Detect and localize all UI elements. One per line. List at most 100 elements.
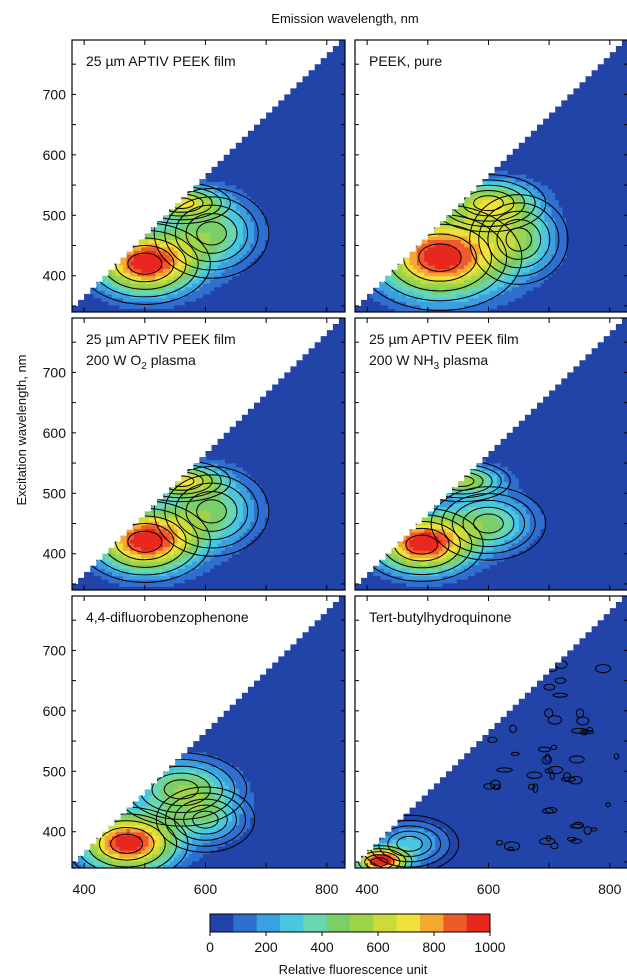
heat-cell <box>221 528 226 533</box>
heat-cell <box>504 550 509 555</box>
heat-cell <box>184 521 190 526</box>
heat-cell <box>112 304 117 309</box>
heat-cell <box>232 503 237 508</box>
heat-cell <box>449 257 454 262</box>
heat-cell <box>203 459 208 464</box>
heat-cell <box>224 250 230 255</box>
heat-cell <box>232 542 237 548</box>
heat-cell <box>177 539 182 544</box>
heat-cell <box>537 225 542 230</box>
heat-cell <box>137 261 142 266</box>
heat-cell <box>261 524 266 529</box>
heat-cell <box>115 301 120 306</box>
heat-cell <box>133 250 139 255</box>
heat-cell <box>424 272 429 277</box>
heat-cell <box>224 466 230 471</box>
heat-cell <box>442 275 447 280</box>
heat-cell <box>460 250 465 255</box>
heat-cell <box>486 257 491 262</box>
heat-cell <box>203 532 208 537</box>
heat-cell <box>217 564 222 569</box>
heat-cell <box>170 513 175 519</box>
heat-cell <box>431 539 436 544</box>
heat-cell <box>413 283 418 288</box>
heat-cell <box>537 279 542 284</box>
heat-cell <box>522 206 527 212</box>
heat-cell <box>438 297 443 302</box>
heat-cell <box>435 293 440 299</box>
heat-cell <box>133 297 139 302</box>
heat-cell <box>449 283 454 288</box>
heat-cell <box>144 799 150 804</box>
heat-cell <box>112 290 117 295</box>
heat-cell <box>144 290 150 295</box>
heat-cell <box>533 535 538 540</box>
heat-cell <box>152 250 157 255</box>
heat-cell <box>446 492 451 497</box>
heat-cell <box>467 546 473 551</box>
heat-cell <box>540 535 545 540</box>
heat-cell <box>181 246 186 251</box>
heat-cell <box>163 495 168 500</box>
heat-cell <box>203 235 208 241</box>
heat-cell <box>507 192 513 197</box>
heat-cell <box>427 528 433 533</box>
heat-cell <box>206 528 211 533</box>
heat-cell <box>537 272 542 277</box>
heat-cell <box>130 568 135 573</box>
heat-cell <box>402 557 407 562</box>
heat-cell <box>413 532 418 537</box>
heat-cell <box>243 481 248 486</box>
heat-cell <box>261 221 266 226</box>
heat-cell <box>402 546 407 551</box>
heat-cell <box>406 561 411 566</box>
heat-cell <box>235 521 241 526</box>
heat-cell <box>511 503 516 508</box>
heat-cell <box>206 550 211 555</box>
heat-cell <box>206 499 211 504</box>
heat-cell <box>431 243 436 248</box>
heat-cell <box>155 308 160 312</box>
heat-cell <box>522 279 527 284</box>
heat-cell <box>173 261 179 266</box>
heat-cell <box>184 297 190 302</box>
heat-cell <box>199 550 204 555</box>
heat-cell <box>442 264 447 270</box>
heat-cell <box>177 272 182 277</box>
heat-cell <box>250 542 255 548</box>
heat-cell <box>489 174 494 179</box>
heat-cell <box>119 268 124 273</box>
heat-cell <box>137 297 142 302</box>
heat-cell <box>409 308 414 312</box>
heat-cell <box>188 571 193 577</box>
heat-cell <box>166 268 171 273</box>
unmeasured-region <box>72 40 345 306</box>
heat-cell <box>373 290 378 295</box>
heat-cell <box>529 246 534 251</box>
heat-cell <box>206 228 211 233</box>
heat-cell <box>504 503 509 508</box>
heat-cell <box>551 221 556 226</box>
heat-cell <box>442 564 447 569</box>
heat-cell <box>460 575 465 580</box>
heat-cell <box>518 539 524 544</box>
heat-cell <box>254 206 259 212</box>
heat-cell <box>511 553 516 558</box>
heat-cell <box>250 225 255 230</box>
heat-cell <box>130 839 135 844</box>
heat-cell <box>250 510 255 515</box>
heat-cell <box>558 195 564 201</box>
heat-cell <box>526 177 531 183</box>
heat-cell <box>482 517 487 522</box>
heat-cell <box>93 857 99 862</box>
heat-cell <box>442 279 447 284</box>
heat-cell <box>453 550 458 555</box>
heat-cell <box>137 839 142 844</box>
heat-cell <box>224 495 230 500</box>
heat-cell <box>416 571 422 577</box>
heat-cell <box>493 481 498 486</box>
heat-cell <box>235 481 241 486</box>
heat-cell <box>529 528 534 533</box>
heat-cell <box>206 488 211 493</box>
heat-cell <box>475 290 480 295</box>
